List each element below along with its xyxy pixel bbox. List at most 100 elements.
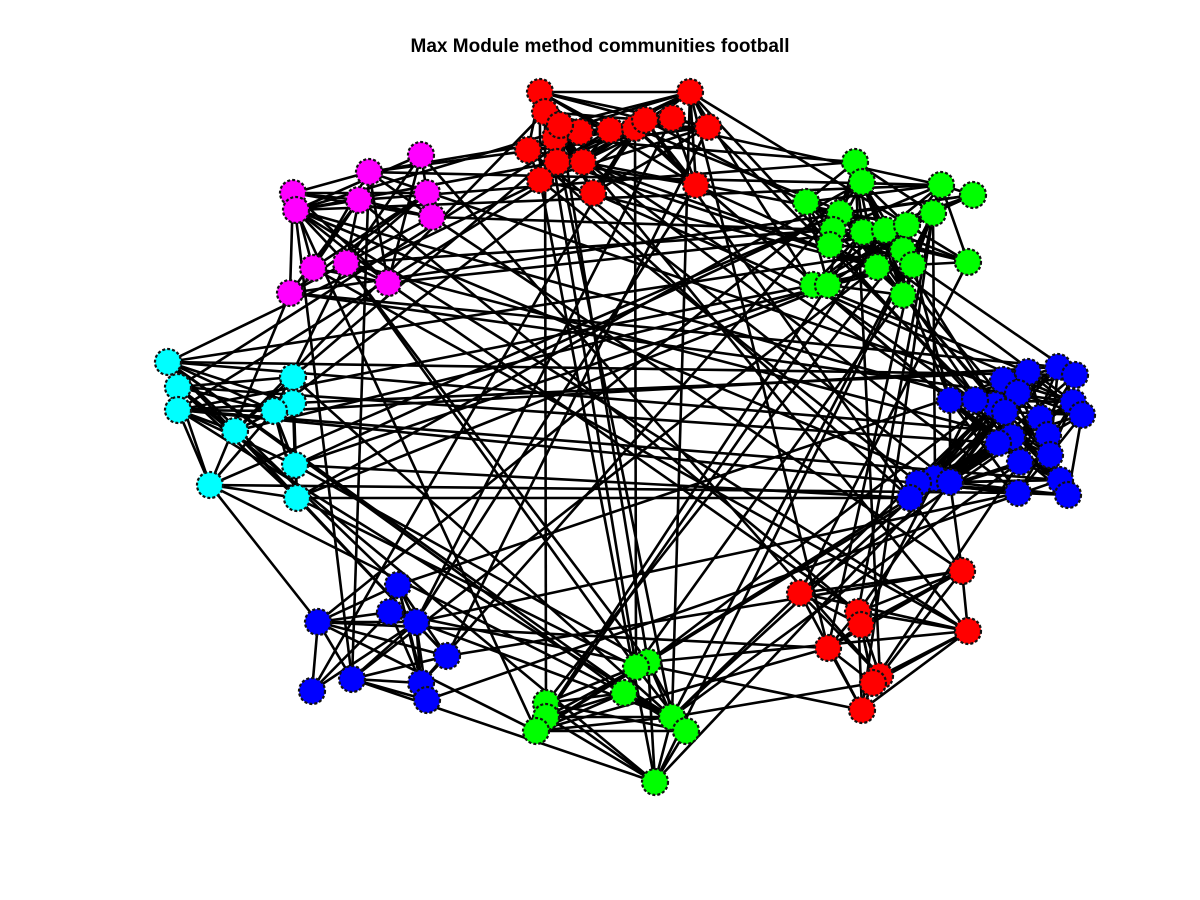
edge	[351, 654, 448, 681]
edge	[292, 370, 1029, 405]
edge	[289, 291, 1074, 404]
node-green	[862, 252, 892, 282]
edge	[209, 483, 298, 500]
node-magenta	[406, 140, 436, 170]
edge	[177, 375, 294, 389]
edge	[209, 483, 625, 695]
node-red	[785, 578, 815, 608]
node-green	[521, 716, 551, 746]
edge	[538, 179, 657, 783]
edge	[345, 215, 433, 265]
edge	[177, 130, 581, 389]
edge	[534, 231, 865, 732]
node-green	[918, 198, 948, 228]
edge	[535, 496, 911, 733]
edge	[351, 265, 878, 681]
node-green	[813, 270, 843, 300]
node-blue	[383, 570, 413, 600]
edge	[446, 569, 963, 658]
edge	[539, 90, 646, 122]
node-magenta	[417, 202, 447, 232]
edge	[296, 496, 637, 669]
node-blue	[1060, 360, 1090, 390]
node-green	[847, 167, 877, 197]
edge	[295, 208, 969, 633]
node-cyan	[195, 470, 225, 500]
edge	[798, 261, 970, 594]
edge	[177, 408, 1019, 495]
node-magenta	[373, 268, 403, 298]
edge	[368, 170, 1083, 417]
node-cyan	[259, 396, 289, 426]
edge	[295, 153, 422, 212]
node-green	[609, 678, 639, 708]
edge	[295, 208, 996, 407]
edge	[688, 91, 830, 649]
edge	[177, 408, 1061, 482]
node-red	[693, 112, 723, 142]
edge	[878, 570, 964, 677]
edge	[948, 399, 1020, 494]
edge	[554, 136, 1013, 439]
edge	[539, 178, 919, 485]
node-blue	[935, 467, 965, 497]
edge	[387, 230, 864, 285]
node-green	[671, 716, 701, 746]
edge	[294, 209, 538, 732]
node-red	[813, 633, 843, 663]
edge	[671, 681, 874, 719]
edge	[209, 483, 1019, 495]
node-red	[525, 165, 555, 195]
node-green	[926, 170, 956, 200]
edge	[861, 629, 969, 712]
node-magenta	[331, 248, 361, 278]
node-green	[640, 767, 670, 797]
node-blue	[297, 676, 327, 706]
node-blue	[1035, 440, 1065, 470]
edge	[553, 137, 674, 718]
node-magenta	[354, 157, 384, 187]
node-green	[892, 210, 922, 240]
edge	[294, 211, 841, 467]
node-green	[888, 280, 918, 310]
node-red	[847, 695, 877, 725]
node-red	[953, 616, 983, 646]
node-red	[545, 110, 575, 140]
node-red	[630, 105, 660, 135]
edge	[345, 261, 1013, 439]
node-green	[848, 217, 878, 247]
edge	[695, 183, 878, 269]
edge	[535, 646, 829, 733]
edge	[543, 111, 548, 718]
edge	[445, 126, 710, 657]
node-cyan	[280, 450, 310, 480]
edge	[799, 400, 1074, 595]
edge	[177, 408, 673, 719]
edge	[167, 361, 399, 586]
node-magenta	[344, 185, 374, 215]
edge	[545, 715, 656, 784]
node-red	[681, 170, 711, 200]
node-cyan	[282, 483, 312, 513]
node-blue	[960, 385, 990, 415]
node-cyan	[278, 362, 308, 392]
edge	[368, 170, 942, 187]
node-red	[657, 103, 687, 133]
node-green	[958, 180, 988, 210]
node-blue	[983, 428, 1013, 458]
node-layer	[153, 77, 1097, 797]
edge	[387, 281, 859, 614]
node-blue	[432, 641, 462, 671]
node-magenta	[298, 253, 328, 283]
node-blue	[337, 664, 367, 694]
edge	[295, 183, 942, 212]
node-blue	[990, 397, 1020, 427]
node-blue	[303, 607, 333, 637]
edge	[317, 180, 863, 624]
node-red	[595, 115, 625, 145]
edge	[209, 211, 841, 487]
edge	[208, 484, 320, 623]
edge	[296, 265, 878, 500]
edge	[545, 701, 656, 784]
